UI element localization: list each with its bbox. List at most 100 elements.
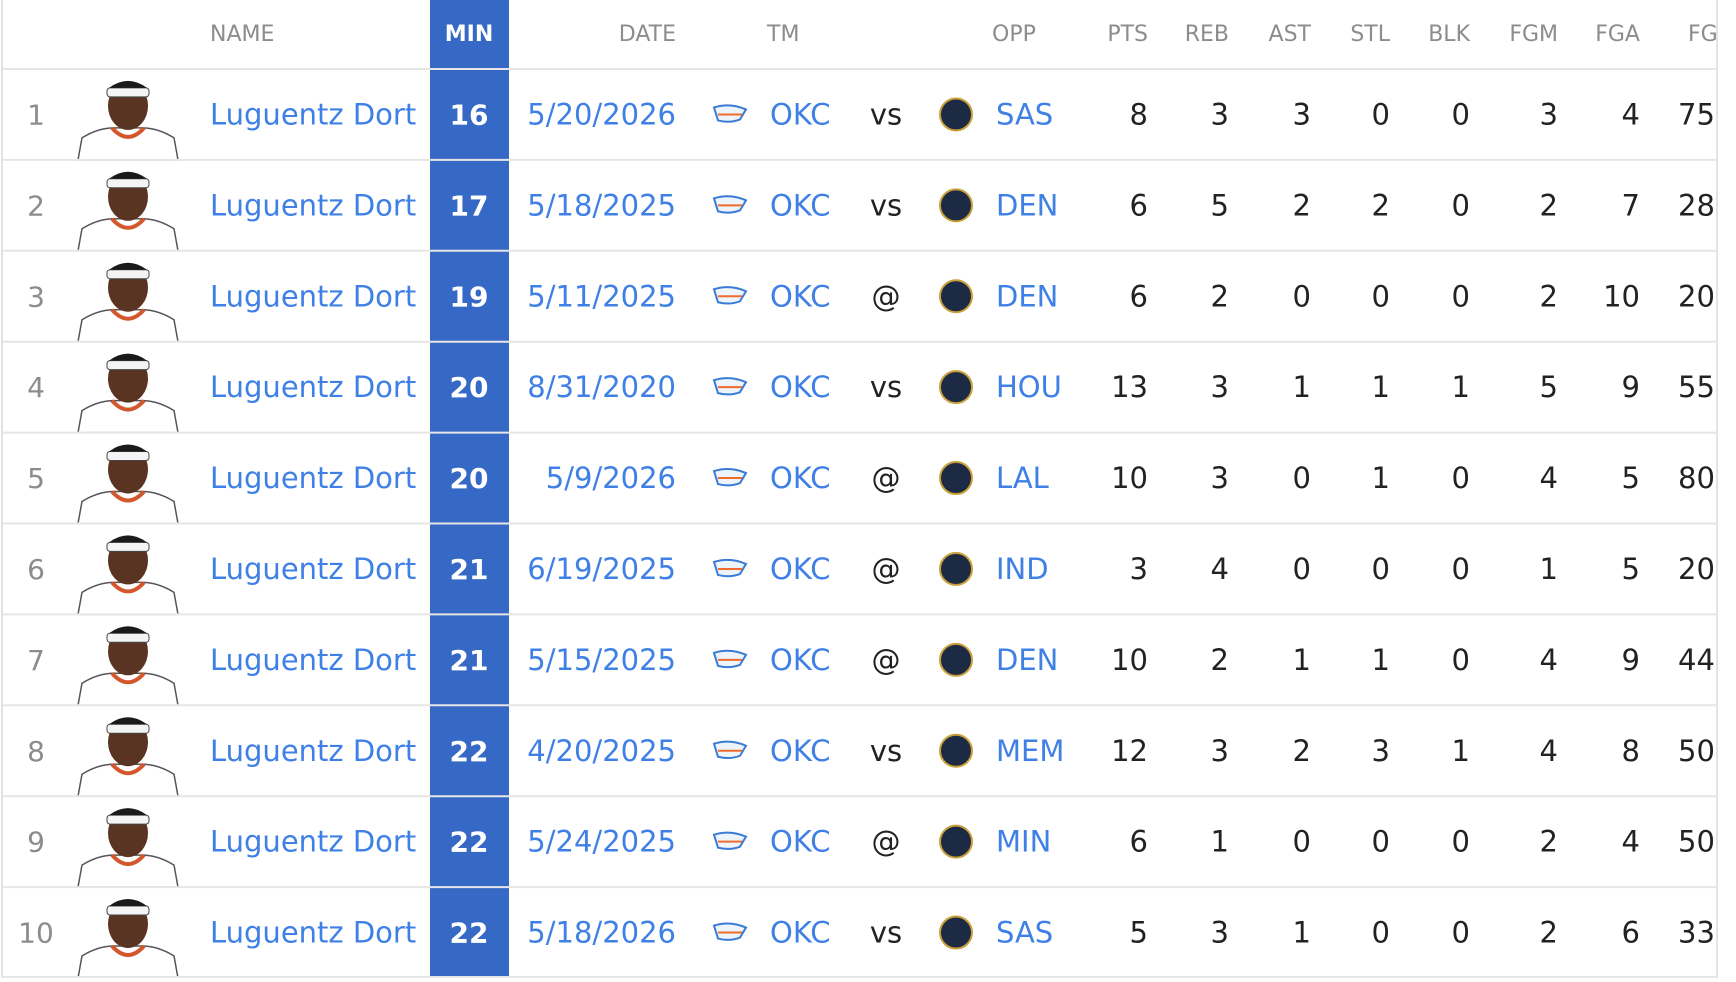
team: OKC <box>770 643 831 677</box>
hair <box>109 262 147 270</box>
logo-circle <box>939 551 973 586</box>
player-name: Luguentz Dort <box>210 825 416 859</box>
logo-circle <box>939 370 973 405</box>
minutes: 22 <box>450 826 489 859</box>
minutes: 17 <box>450 189 489 222</box>
stat-stl: 1 <box>1372 370 1390 404</box>
stat-fgm: 2 <box>1540 916 1558 950</box>
game-date: 5/18/2026 <box>527 916 676 950</box>
player-avatar <box>77 171 179 252</box>
jersey <box>77 854 179 888</box>
stat-fgm: 2 <box>1540 188 1558 222</box>
game-date: 8/31/2020 <box>527 370 676 404</box>
stat-pts: 6 <box>1130 825 1148 859</box>
stat-fg: 33 <box>1678 916 1715 950</box>
team: OKC <box>770 461 831 495</box>
stat-pts: 13 <box>1111 370 1148 404</box>
jersey <box>77 672 179 707</box>
team: OKC <box>770 734 831 768</box>
stat-fga: 4 <box>1622 825 1640 859</box>
minutes: 22 <box>450 735 489 768</box>
game-date: 5/20/2026 <box>527 97 676 131</box>
headband <box>106 723 150 734</box>
stat-stl: 0 <box>1372 552 1390 586</box>
hair <box>109 353 147 361</box>
stat-ast: 2 <box>1293 188 1311 222</box>
player-name: Luguentz Dort <box>210 188 416 222</box>
jersey-trim <box>110 944 146 957</box>
rank: 7 <box>27 644 45 677</box>
location: vs <box>870 97 902 131</box>
logo-circle <box>939 461 973 496</box>
stat-fg: 75. <box>1678 97 1724 131</box>
hair <box>109 626 147 634</box>
headband <box>106 269 150 280</box>
stat-fga: 5 <box>1622 552 1640 586</box>
player-avatar <box>77 808 179 888</box>
stat-blk: 1 <box>1452 734 1470 768</box>
stat-fgm: 2 <box>1540 825 1558 859</box>
team-logo <box>712 922 748 941</box>
rank: 10 <box>18 917 54 950</box>
opponent-logo <box>939 279 973 314</box>
stat-pts: 3 <box>1130 552 1148 586</box>
team-logo <box>712 104 748 123</box>
opponent: DEN <box>996 279 1058 313</box>
column-header: REB <box>1185 22 1229 47</box>
jersey <box>77 763 179 797</box>
opponent: SAS <box>996 916 1053 950</box>
stat-ast: 1 <box>1293 643 1311 677</box>
team: OKC <box>770 188 831 222</box>
min-column-highlight <box>430 0 509 978</box>
jersey <box>77 490 179 525</box>
jersey-trim <box>110 762 146 776</box>
jersey <box>77 308 179 343</box>
headband <box>106 814 150 825</box>
stat-ast: 3 <box>1293 97 1311 131</box>
team-logo <box>712 195 748 214</box>
stat-stl: 0 <box>1372 825 1390 859</box>
stat-blk: 0 <box>1452 188 1470 222</box>
opponent-logo <box>939 370 973 405</box>
stat-fga: 8 <box>1622 734 1640 768</box>
stat-blk: 0 <box>1452 97 1470 131</box>
stat-reb: 2 <box>1211 643 1229 677</box>
logo-circle <box>939 733 973 768</box>
rank: 1 <box>27 98 45 131</box>
headband <box>106 905 150 916</box>
stat-blk: 0 <box>1452 916 1470 950</box>
stat-fga: 7 <box>1622 188 1640 222</box>
opponent-logo <box>939 733 973 768</box>
logo-circle <box>939 188 973 223</box>
stat-stl: 0 <box>1372 916 1390 950</box>
team-logo <box>712 558 748 578</box>
stat-stl: 0 <box>1372 279 1390 313</box>
stat-fgm: 4 <box>1540 734 1558 768</box>
stat-reb: 5 <box>1211 188 1229 222</box>
stat-fga: 6 <box>1622 916 1640 950</box>
stat-fg: 20. <box>1678 552 1724 586</box>
jersey <box>77 581 179 616</box>
team-logo <box>712 286 748 305</box>
stat-pts: 5 <box>1130 916 1148 950</box>
jersey <box>77 945 179 978</box>
logo-circle <box>939 824 973 859</box>
stat-fg: 28 <box>1678 188 1715 222</box>
opponent: SAS <box>996 97 1053 131</box>
jersey-trim <box>110 126 146 139</box>
game-date: 5/15/2025 <box>527 643 676 677</box>
opponent-logo <box>939 461 973 496</box>
team-logo <box>712 831 748 850</box>
team: OKC <box>770 552 831 586</box>
jersey-trim <box>110 399 146 412</box>
player-avatar <box>77 444 179 525</box>
player-name: Luguentz Dort <box>210 97 416 131</box>
logo-circle <box>939 97 973 132</box>
opponent: MIN <box>996 825 1051 859</box>
stat-pts: 6 <box>1130 279 1148 313</box>
hair <box>109 171 147 179</box>
player-avatar <box>77 80 179 161</box>
stat-reb: 2 <box>1211 279 1229 313</box>
opponent-logo <box>939 642 973 677</box>
